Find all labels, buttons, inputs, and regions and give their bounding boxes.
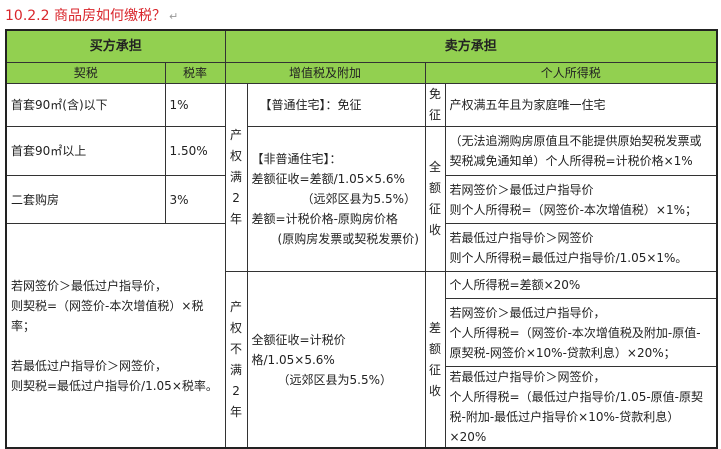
buyer-row-rate: 1% xyxy=(164,83,226,127)
income-diff-row: 若网签价＞最低过户指导价， 个人所得税=（网签价-本次增值税及附加-原值-原契税-… xyxy=(444,298,718,367)
income-diff-row: 个人所得税=差额×20% xyxy=(444,271,718,299)
under2-vat: 全额征收=计税价格/1.05×5.6% （远郊区县为5.5%） xyxy=(246,271,426,449)
rate-header: 税率 xyxy=(164,62,226,84)
full-label: 全额征收 xyxy=(424,126,446,272)
exempt-label: 免征 xyxy=(424,83,446,127)
buyer-row-rate: 1.50% xyxy=(164,126,226,176)
income-diff-row: 若最低过户指导价＞网签价， 个人所得税=（最低过户指导价/1.05-原值-原契税-… xyxy=(444,366,718,449)
buyer-row-label: 首套90㎡(含)以下 xyxy=(5,83,166,127)
buyer-header: 买方承担 xyxy=(5,29,226,63)
seller-header: 卖方承担 xyxy=(224,29,718,63)
income-full-row: （无法追溯购房原值且不能提供原始契税发票或契税减免通知单）个人所得税=计税价格×… xyxy=(444,126,718,176)
exempt-text: 产权满五年且为家庭唯一住宅 xyxy=(444,83,718,127)
vat-nonordinary: 【非普通住宅】： 差额征收=差额/1.05×5.6% （远郊区县为5.5%） 差… xyxy=(246,126,426,272)
buyer-row-label: 首套90㎡以上 xyxy=(5,126,166,176)
diff-label: 差额征收 xyxy=(424,271,446,449)
buyer-row-rate: 3% xyxy=(164,175,226,224)
return-mark: ↵ xyxy=(168,10,179,23)
income-full-row: 若最低过户指导价＞网签价 则个人所得税=最低过户指导价/1.05×1%。 xyxy=(444,223,718,272)
buyer-row-label: 二套购房 xyxy=(5,175,166,224)
income-tax-header: 个人所得税 xyxy=(424,62,718,84)
income-full-row: 若网签价＞最低过户指导价 则个人所得税=（网签价-本次增值税）×1%； xyxy=(444,175,718,224)
deed-tax-header: 契税 xyxy=(5,62,166,84)
under2-label: 产权不满2年 xyxy=(224,271,248,449)
buyer-formula: 若网签价＞最低过户指导价， 则契税=（网签价-本次增值税）×税率； 若最低过户指… xyxy=(5,223,226,449)
tax-table: 买方承担 卖方承担 契税 税率 增值税及附加 个人所得税 首套90㎡(含)以下 … xyxy=(5,29,719,449)
section-title: 10.2.2 商品房如何缴税？ ↵ xyxy=(5,5,178,25)
title-text: 10.2.2 商品房如何缴税？ xyxy=(5,8,166,24)
over2-label: 产权满2年 xyxy=(224,83,248,272)
vat-ordinary: 【普通住宅】：免征 xyxy=(246,83,426,127)
vat-header: 增值税及附加 xyxy=(224,62,426,84)
